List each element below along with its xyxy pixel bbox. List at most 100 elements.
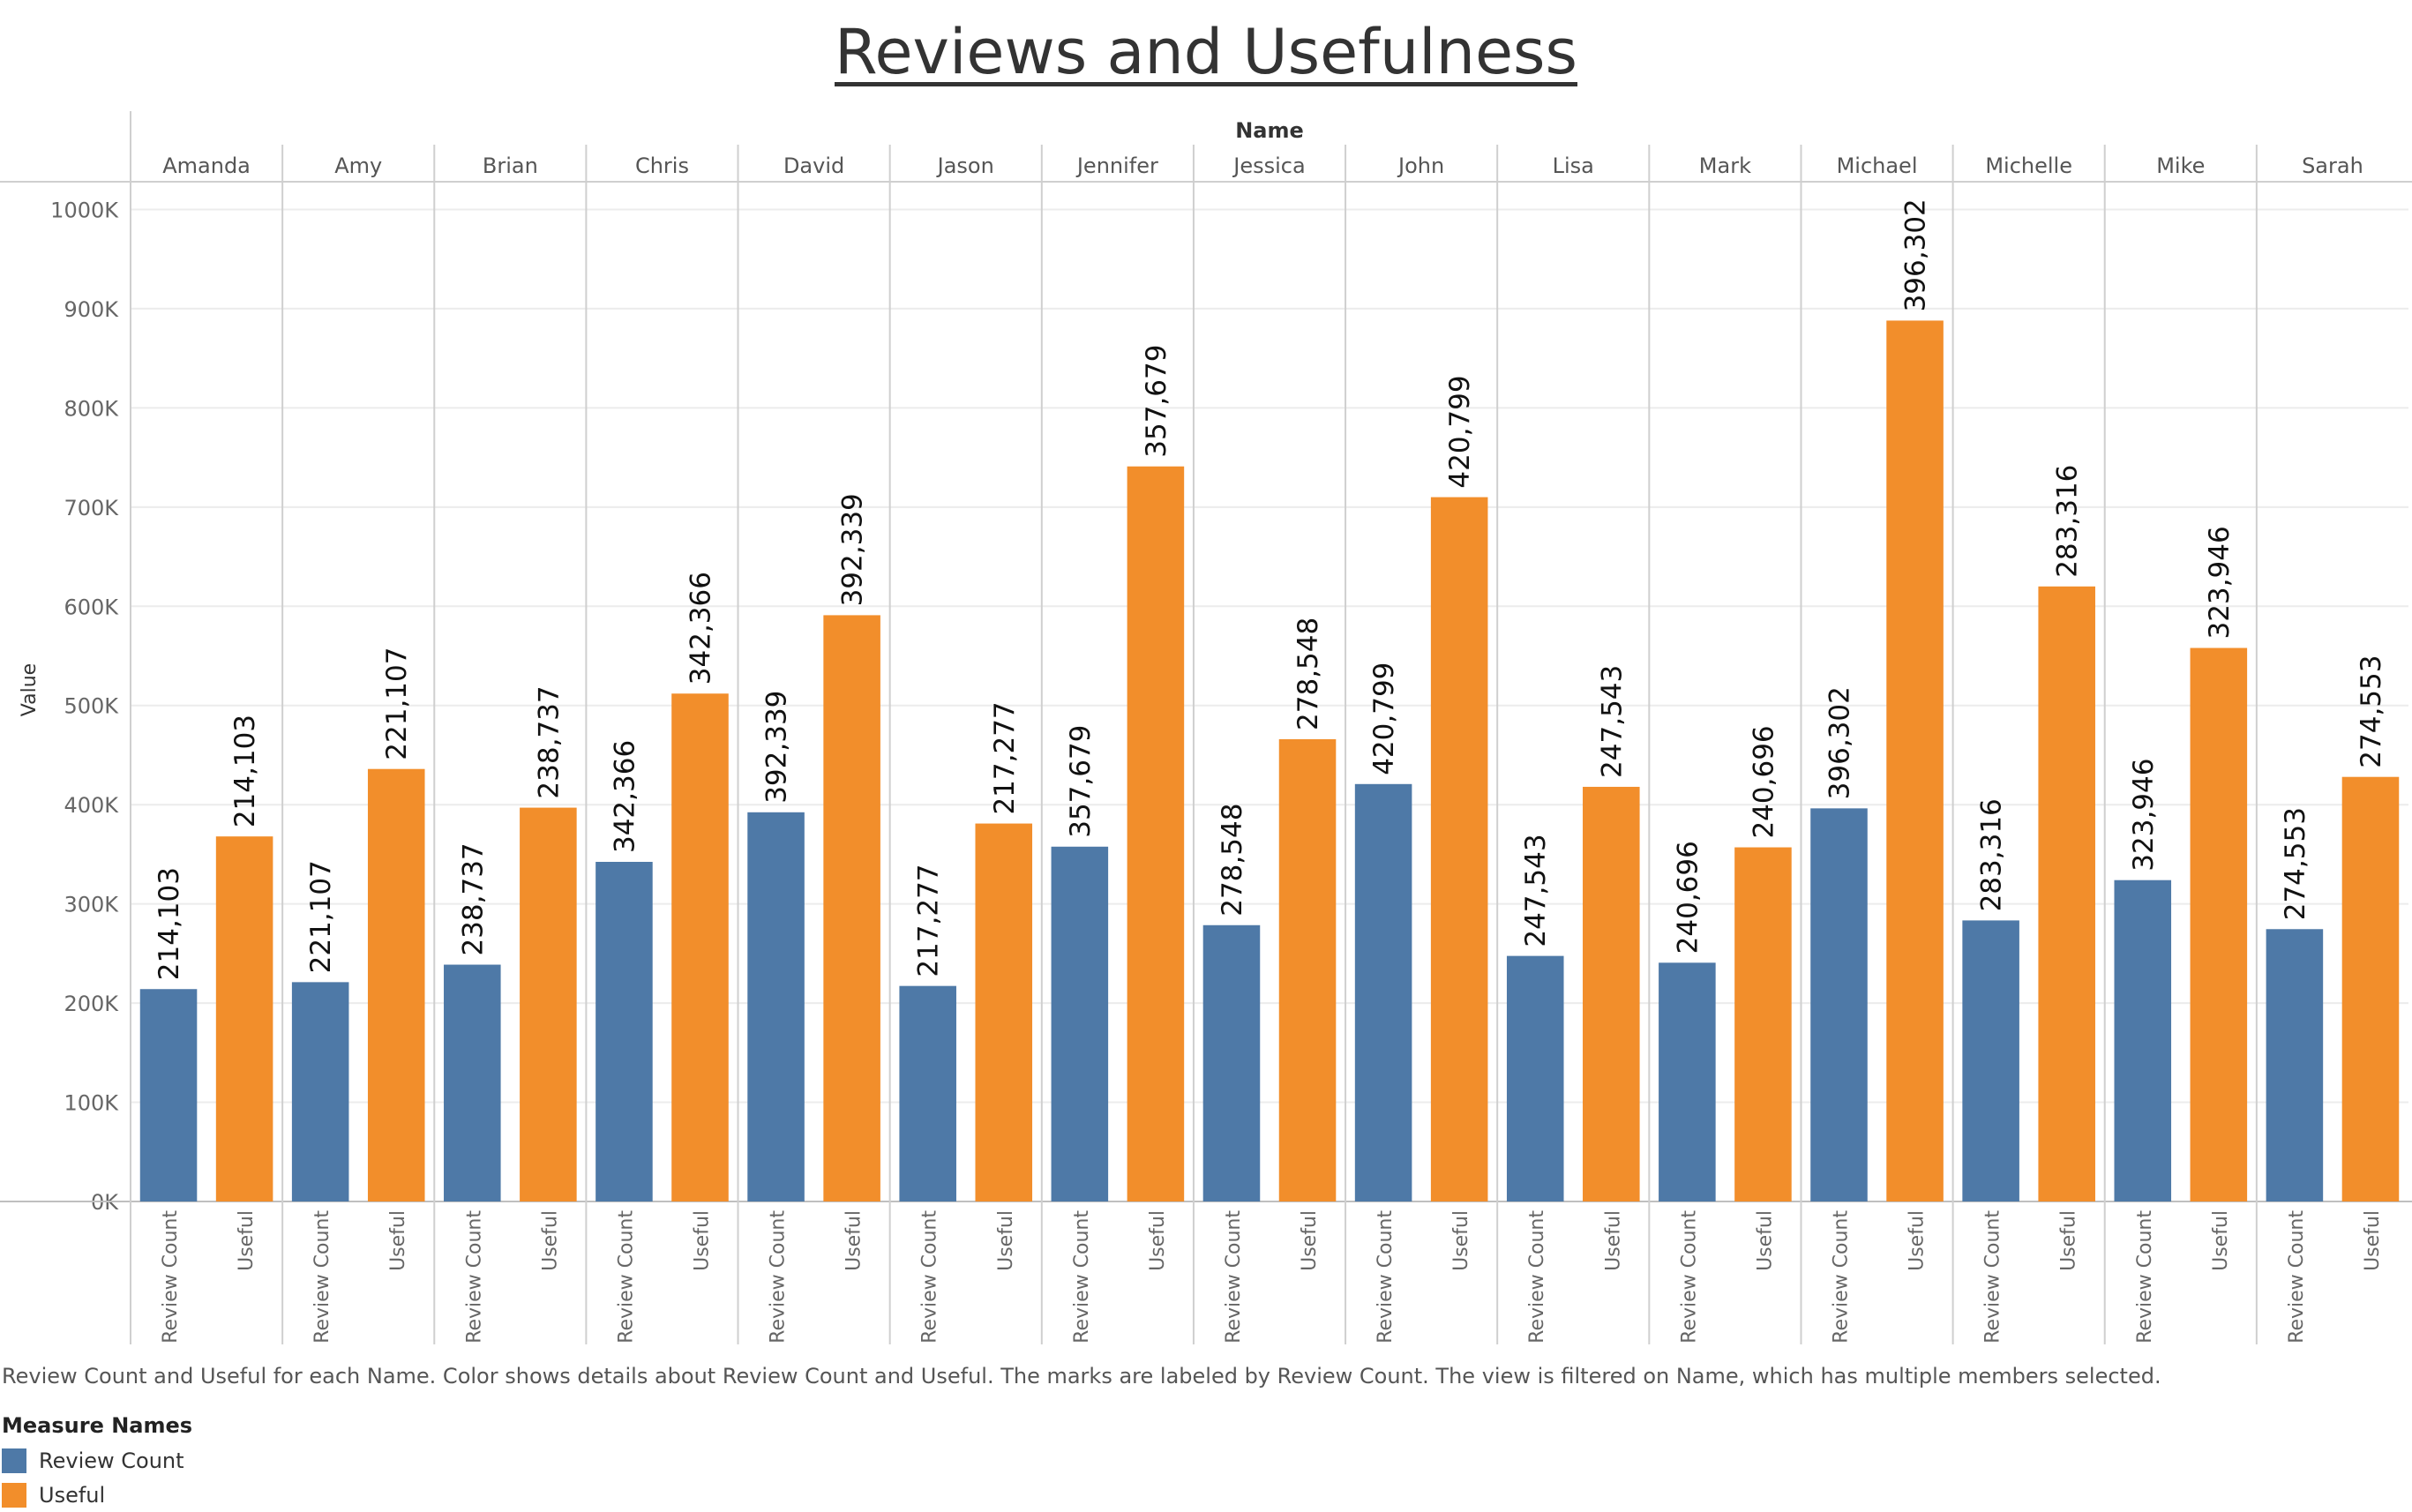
measure-label-john-useful: Useful [1450, 1210, 1472, 1271]
data-label-jason-useful: 217,277 [989, 701, 1021, 814]
measure-label-mike-review-count: Review Count [2134, 1210, 2156, 1344]
data-label-mike-useful: 323,946 [2204, 526, 2236, 639]
bar-jason-useful [975, 823, 1033, 1201]
data-label-chris-review-count: 342,366 [609, 740, 640, 853]
bar-lisa-useful [1583, 786, 1640, 1201]
data-label-michelle-useful: 283,316 [2052, 465, 2084, 578]
data-label-jennifer-review-count: 357,679 [1065, 725, 1097, 838]
bar-jason-review-count [899, 985, 956, 1201]
measure-label-mark-useful: Useful [1754, 1210, 1776, 1271]
category-label-michelle: Michelle [1985, 153, 2072, 178]
measure-label-chris-review-count: Review Count [615, 1210, 637, 1344]
measure-label-lisa-review-count: Review Count [1526, 1210, 1548, 1344]
data-label-john-useful: 420,799 [1444, 375, 1476, 488]
measure-label-jennifer-useful: Useful [1147, 1210, 1169, 1271]
measure-label-jessica-review-count: Review Count [1223, 1210, 1245, 1344]
data-label-brian-useful: 238,737 [533, 685, 565, 798]
y-tick-label-10: 1000K [50, 198, 119, 222]
legend-swatch-useful [2, 1482, 26, 1508]
measure-label-michael-useful: Useful [1906, 1210, 1929, 1271]
legend-label-review-count: Review Count [39, 1448, 184, 1473]
data-label-chris-useful: 342,366 [685, 572, 717, 685]
measure-label-lisa-useful: Useful [1602, 1210, 1624, 1271]
data-label-sarah-useful: 274,553 [2356, 655, 2387, 767]
bar-amanda-useful [215, 836, 273, 1201]
data-label-jessica-useful: 278,548 [1292, 618, 1324, 730]
measure-label-brian-useful: Useful [539, 1210, 561, 1271]
y-tick-label-1: 100K [64, 1091, 119, 1116]
measure-label-sarah-review-count: Review Count [2286, 1210, 2308, 1344]
category-label-mike: Mike [2156, 153, 2205, 178]
data-label-michelle-review-count: 283,316 [1976, 798, 2008, 911]
bar-john-useful [1430, 497, 1488, 1201]
data-label-mark-review-count: 240,696 [1672, 841, 1704, 954]
category-label-brian: Brian [483, 153, 538, 178]
bar-mike-review-count [2114, 880, 2172, 1201]
data-label-michael-useful: 396,302 [1900, 198, 1932, 311]
legend-item-review-count[interactable]: Review Count [2, 1443, 192, 1478]
data-label-michael-review-count: 396,302 [1824, 686, 1856, 799]
data-label-jason-review-count: 217,277 [913, 864, 945, 977]
bar-michelle-review-count [1962, 920, 2019, 1201]
measure-label-michelle-review-count: Review Count [1982, 1210, 2004, 1344]
bar-david-review-count [747, 812, 805, 1201]
y-axis-title: Value [19, 663, 41, 716]
data-label-lisa-useful: 247,543 [1596, 665, 1628, 778]
chart-title: Reviews and Usefulness [834, 16, 1578, 88]
legend-item-useful[interactable]: Useful [2, 1478, 192, 1512]
y-tick-label-8: 800K [64, 396, 119, 421]
bar-michelle-useful [2038, 586, 2095, 1201]
measure-label-michael-review-count: Review Count [1831, 1210, 1853, 1344]
bar-david-useful [823, 615, 880, 1201]
bar-brian-useful [520, 807, 577, 1201]
category-label-sarah: Sarah [2302, 153, 2363, 178]
measure-label-amy-review-count: Review Count [311, 1210, 333, 1344]
measure-label-sarah-useful: Useful [2362, 1210, 2384, 1271]
category-label-jason: Jason [936, 153, 994, 178]
legend: Measure Names Review Count Useful [2, 1413, 192, 1512]
data-label-amy-review-count: 221,107 [305, 860, 337, 973]
data-label-brian-review-count: 238,737 [457, 842, 489, 955]
bar-sarah-review-count [2266, 929, 2324, 1201]
legend-swatch-review-count [2, 1448, 26, 1473]
bar-chart: 0K100K200K300K400K500K600K700K800K900K10… [0, 111, 2412, 1344]
y-tick-label-9: 900K [64, 297, 119, 322]
measure-label-amy-useful: Useful [387, 1210, 409, 1271]
measure-label-david-review-count: Review Count [768, 1210, 790, 1344]
category-label-michael: Michael [1837, 153, 1918, 178]
chart-caption: Review Count and Useful for each Name. C… [2, 1364, 2161, 1388]
bar-michael-useful [1886, 320, 1944, 1202]
bar-amy-useful [367, 768, 425, 1201]
data-label-mike-review-count: 323,946 [2128, 759, 2160, 872]
bar-amanda-review-count [139, 989, 198, 1201]
y-tick-label-6: 600K [64, 595, 119, 619]
category-label-jessica: Jessica [1232, 153, 1305, 178]
measure-label-david-useful: Useful [843, 1210, 865, 1271]
legend-label-useful: Useful [39, 1482, 106, 1508]
data-label-david-useful: 392,339 [837, 493, 869, 606]
legend-title: Measure Names [2, 1413, 193, 1438]
y-tick-label-2: 200K [64, 992, 119, 1016]
bar-sarah-useful [2341, 776, 2400, 1201]
y-tick-label-5: 500K [64, 694, 119, 719]
category-label-chris: Chris [635, 153, 689, 178]
y-tick-label-4: 400K [64, 793, 119, 818]
category-label-john: John [1397, 153, 1444, 178]
measure-label-jennifer-review-count: Review Count [1071, 1210, 1093, 1344]
bar-mark-useful [1734, 847, 1792, 1201]
y-tick-label-3: 300K [64, 893, 119, 917]
measure-label-michelle-useful: Useful [2058, 1210, 2080, 1271]
y-tick-label-7: 700K [64, 496, 119, 520]
data-label-amy-useful: 221,107 [381, 647, 413, 760]
data-label-amanda-review-count: 214,103 [154, 867, 185, 980]
data-label-jessica-review-count: 278,548 [1217, 804, 1248, 917]
measure-label-mark-review-count: Review Count [1678, 1210, 1700, 1344]
bar-lisa-review-count [1506, 955, 1564, 1201]
category-label-amanda: Amanda [162, 153, 251, 178]
bar-brian-review-count [444, 964, 501, 1201]
measure-label-jason-useful: Useful [995, 1210, 1017, 1271]
measure-label-jessica-useful: Useful [1299, 1210, 1321, 1271]
bar-jennifer-useful [1127, 466, 1185, 1201]
column-header-title: Name [1235, 118, 1304, 143]
bar-amy-review-count [291, 982, 349, 1201]
